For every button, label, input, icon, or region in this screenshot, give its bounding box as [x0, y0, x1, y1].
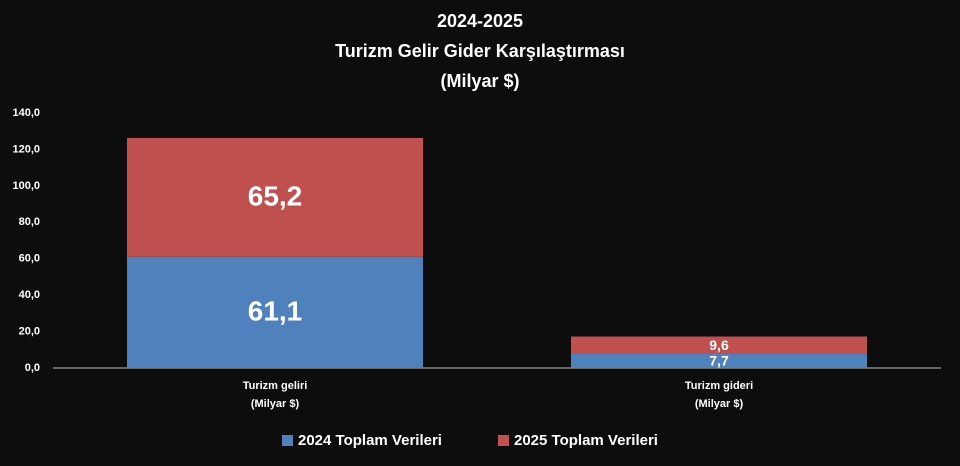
data-label: 7,7 — [709, 353, 729, 369]
legend-swatch — [498, 435, 509, 446]
y-tick-label: 80,0 — [19, 216, 40, 228]
y-tick-label: 0,0 — [25, 362, 40, 374]
chart-title: 2024-2025 — [437, 11, 523, 31]
legend-label: 2024 Toplam Verileri — [298, 432, 442, 449]
data-label: 65,2 — [248, 181, 303, 212]
y-tick-label: 120,0 — [12, 143, 40, 155]
y-tick-label: 60,0 — [19, 253, 40, 265]
bar-segment — [571, 353, 867, 368]
y-tick-label: 100,0 — [12, 180, 40, 192]
y-tick-label: 20,0 — [19, 325, 40, 337]
y-tick-label: 40,0 — [19, 289, 40, 301]
data-label: 61,1 — [248, 296, 303, 327]
x-tick-label: (Milyar $) — [251, 398, 300, 410]
x-tick-label: Turizm gideri — [685, 380, 753, 392]
chart-title: (Milyar $) — [440, 71, 519, 91]
y-tick-label: 140,0 — [12, 107, 40, 119]
bar-segment — [571, 336, 867, 354]
data-label: 9,6 — [709, 337, 729, 353]
bar-segment — [127, 137, 423, 257]
legend-swatch — [282, 435, 293, 446]
x-tick-label: (Milyar $) — [695, 398, 744, 410]
legend-label: 2025 Toplam Verileri — [514, 432, 658, 449]
x-tick-label: Turizm geliri — [243, 380, 308, 392]
chart-title: Turizm Gelir Gider Karşılaştırması — [335, 41, 625, 61]
bar-segment — [127, 256, 423, 368]
